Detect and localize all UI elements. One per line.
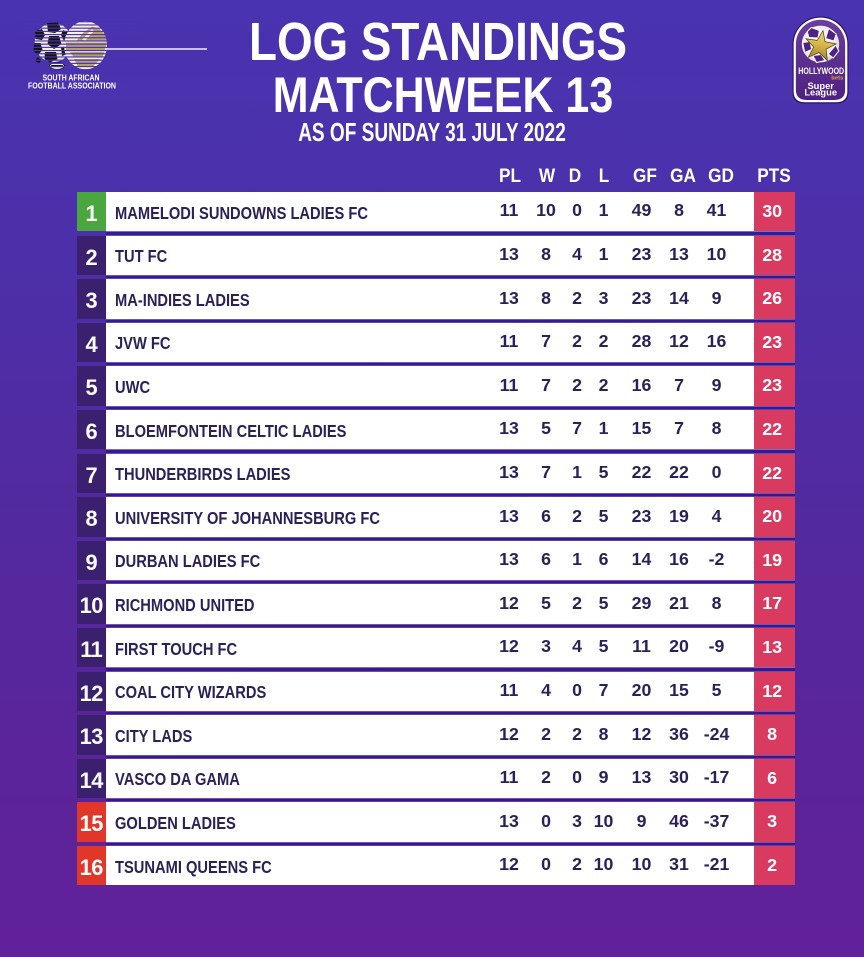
svg-text:HOLLYWOOD: HOLLYWOOD xyxy=(798,65,844,75)
svg-text:Super: Super xyxy=(807,80,834,90)
svg-text:League: League xyxy=(804,87,837,97)
svg-text:FOOTBALL ASSOCIATION: FOOTBALL ASSOCIATION xyxy=(28,80,116,90)
svg-text:SOUTH AFRICAN: SOUTH AFRICAN xyxy=(43,72,100,82)
svg-text:bets: bets xyxy=(831,75,844,81)
